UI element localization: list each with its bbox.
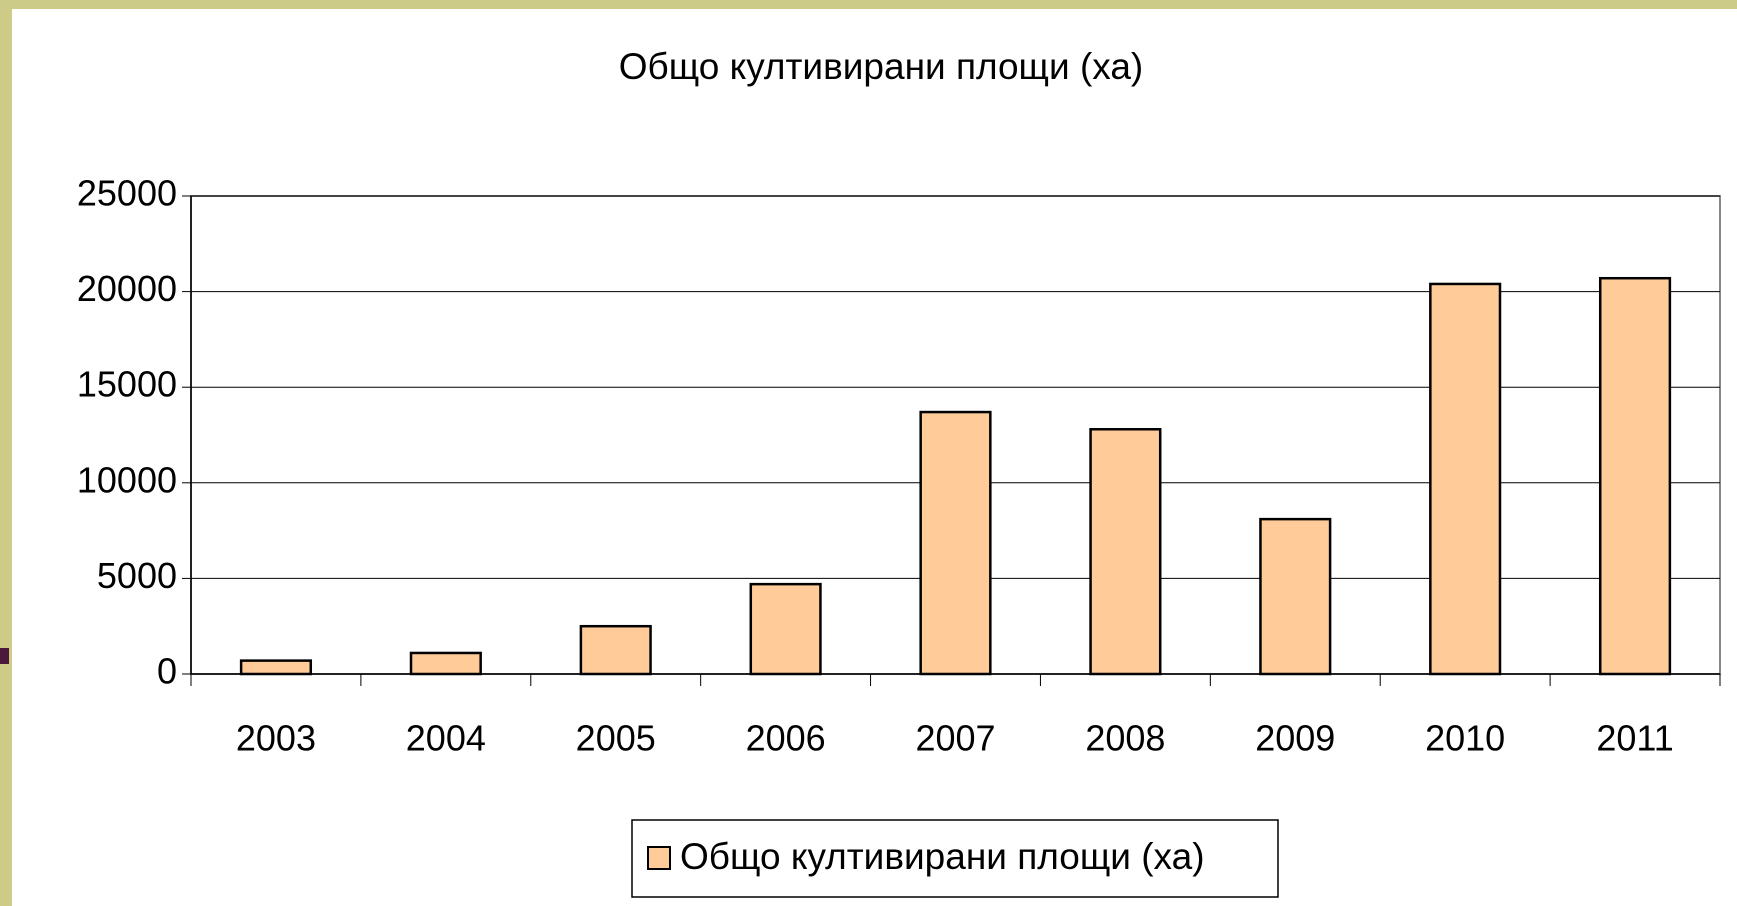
x-tick-label: 2010 — [1425, 718, 1505, 759]
bar — [579, 624, 652, 676]
bar — [919, 410, 992, 676]
y-tick-label: 25000 — [77, 173, 177, 214]
y-tick-label: 15000 — [77, 364, 177, 405]
bar — [749, 582, 822, 676]
legend — [631, 819, 1279, 898]
legend-swatch — [647, 846, 671, 870]
x-tick-label: 2007 — [915, 718, 995, 759]
x-tick-label: 2006 — [746, 718, 826, 759]
bar — [1259, 517, 1332, 676]
left-marker — [0, 648, 9, 664]
x-tick-label: 2003 — [236, 718, 316, 759]
x-tick-label: 2008 — [1085, 718, 1165, 759]
y-tick-label: 5000 — [97, 555, 177, 596]
bar — [1598, 276, 1672, 676]
top-strip — [0, 0, 1737, 9]
chart-title: Общо култивирани площи (ха) — [619, 46, 1144, 87]
bar — [1089, 428, 1162, 676]
x-tick-label: 2011 — [1596, 718, 1673, 759]
marks: 0 5000 10000 15000 20000 25000 2003 2004 2005 200… — [77, 173, 1721, 759]
y-tick-label: 0 — [157, 651, 177, 692]
bar — [1429, 282, 1502, 676]
x-tick-label: 2004 — [406, 718, 486, 759]
y-tick-label: 10000 — [77, 459, 177, 500]
bar — [409, 651, 482, 676]
x-tick-label: 2005 — [576, 718, 656, 759]
x-tick-label: 2009 — [1255, 718, 1335, 759]
bar — [239, 659, 313, 676]
legend-label: Общо култивирани площи (ха) — [680, 836, 1205, 877]
y-tick-label: 20000 — [77, 268, 177, 309]
left-strip — [0, 0, 12, 906]
